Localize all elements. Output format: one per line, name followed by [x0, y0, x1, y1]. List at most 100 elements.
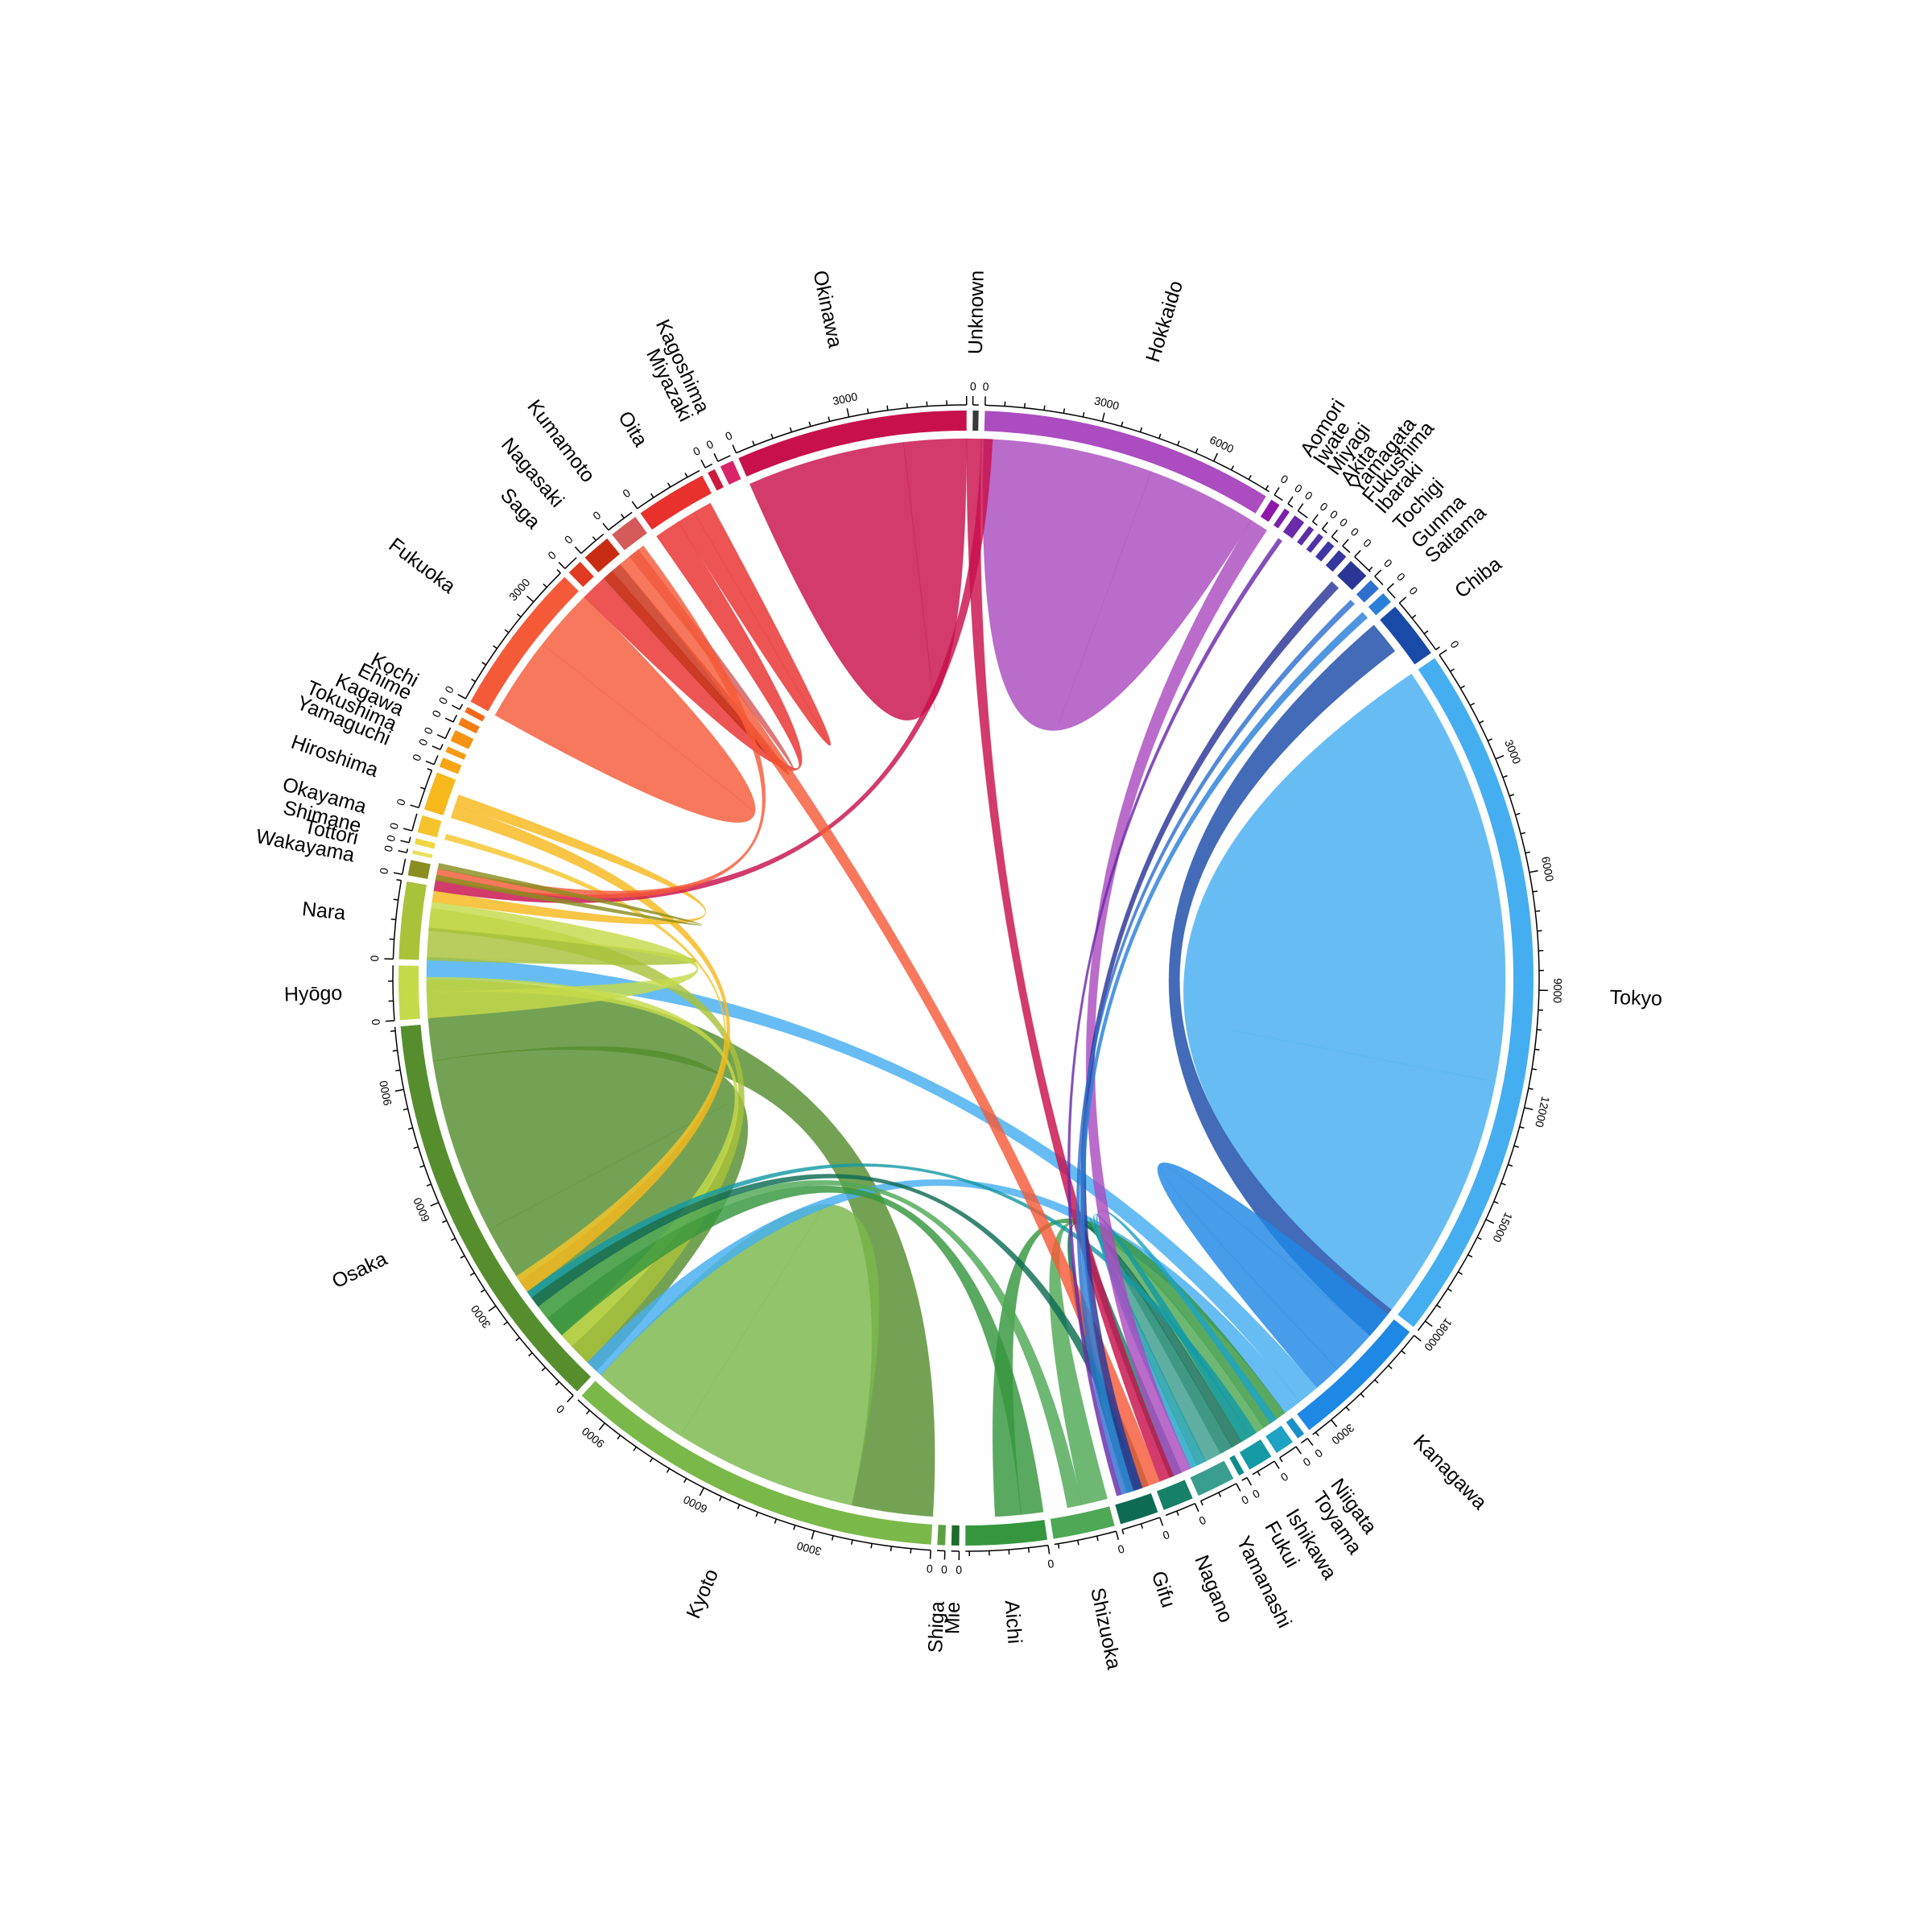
tick-mark — [395, 1069, 401, 1071]
segment-axis-gunma — [1374, 576, 1384, 586]
segment-axis-fukushima — [1331, 536, 1339, 543]
tick-mark — [1436, 1304, 1442, 1309]
tick-label: 0 — [436, 695, 451, 707]
tick-mark — [789, 427, 793, 432]
segment-arc-kumamoto — [612, 517, 647, 551]
tick-label: 6000 — [1208, 433, 1236, 456]
segment-arc-okinawa — [738, 411, 967, 477]
segment-arc-akita — [1297, 526, 1315, 546]
ribbon-hyogo-to-osaka — [426, 901, 699, 1019]
tick-mark — [1535, 910, 1541, 912]
tick-mark — [719, 1496, 722, 1501]
segment-label-mie: Mie — [941, 1602, 964, 1635]
ribbon-layer — [426, 438, 1506, 1517]
segment-axis-tokyo — [1417, 654, 1540, 1331]
tick-mark — [390, 919, 396, 921]
segment-label-osaka: Osaka — [328, 1247, 390, 1293]
tick-label: 0 — [1250, 1487, 1262, 1501]
tick-mark — [1082, 411, 1085, 418]
tick-label: 0 — [1381, 556, 1395, 570]
tick-mark — [1468, 1254, 1473, 1258]
segment-axis-okayama — [411, 813, 418, 832]
tick-mark — [555, 1381, 560, 1386]
segment-arc-chiba — [1380, 606, 1431, 665]
tick-mark — [1531, 1068, 1538, 1071]
segment-arc-kochi — [464, 707, 485, 722]
segment-arc-aomori — [1260, 499, 1280, 522]
ribbon-okinawa-to-tokyo — [966, 438, 1174, 1482]
tick-label: 0 — [1239, 1493, 1251, 1508]
tick-mark — [755, 1512, 759, 1517]
tick-mark — [1177, 440, 1180, 446]
tick-mark — [1459, 685, 1465, 689]
tick-mark — [1450, 668, 1455, 672]
segment-axis-kyoto — [577, 1399, 931, 1551]
segment-axis-fukui — [1241, 1476, 1248, 1481]
ribbon-tochigi-to-tokyo — [1080, 580, 1340, 1492]
tick-mark — [1435, 646, 1440, 650]
tick-mark — [515, 1337, 520, 1341]
tick-mark — [770, 433, 774, 439]
tick-mark — [1043, 405, 1046, 411]
tick-mark — [633, 1446, 638, 1451]
tick-label: 0 — [956, 1563, 962, 1576]
tick-mark — [666, 1468, 671, 1473]
segment-label-chiba: Chiba — [1451, 552, 1506, 602]
tick-mark — [828, 416, 831, 422]
tick-mark — [504, 629, 510, 634]
tick-mark — [1023, 402, 1026, 408]
segment-arc-gifu — [1115, 1492, 1158, 1525]
segment-label-nagano: Nagano — [1190, 1552, 1237, 1626]
tick-label: 0 — [387, 821, 402, 831]
tick-label: 0 — [410, 752, 424, 762]
segment-label-hokkaido: Hokkaido — [1141, 278, 1187, 365]
tick-mark — [906, 402, 908, 408]
tick-mark — [602, 522, 609, 531]
tick-label: 0 — [554, 1402, 568, 1416]
tick-mark — [1265, 485, 1269, 490]
segment-arc-nagasaki — [584, 538, 620, 573]
tick-mark — [811, 1530, 815, 1540]
tick-mark — [1218, 1492, 1222, 1497]
tick-mark — [567, 1395, 574, 1403]
tick-mark — [846, 408, 850, 418]
tick-label: 0 — [1300, 1455, 1313, 1469]
segment-axis-yamanashi — [1200, 1483, 1237, 1502]
tick-mark — [1487, 738, 1492, 741]
segment-arc-shimane — [414, 838, 436, 849]
tick-mark — [1121, 421, 1124, 427]
tick-mark — [1520, 832, 1526, 835]
segment-axis-kochi — [459, 704, 464, 710]
tick-mark — [481, 662, 487, 666]
segment-arc-wakayama — [407, 860, 431, 879]
tick-mark — [621, 514, 625, 519]
tick-mark — [457, 693, 466, 700]
segment-label-aichi: Aichi — [1001, 1600, 1026, 1645]
segment-layer — [384, 395, 1548, 1560]
ribbon-kumamoto-to-fukuoka — [602, 549, 795, 772]
tick-mark — [1274, 487, 1280, 496]
ribbon-wakayama-to-osaka — [435, 862, 703, 926]
tick-label: 0 — [941, 1563, 948, 1576]
tick-mark — [1502, 774, 1508, 778]
ribbon-aichi-to-tokyo — [992, 1218, 1286, 1517]
tick-mark — [866, 408, 869, 414]
tick-label: 3000 — [1093, 394, 1121, 412]
tick-mark — [1307, 1438, 1314, 1447]
tick-label: 0 — [377, 866, 390, 875]
segment-axis-oita — [637, 469, 700, 510]
tick-label: 0 — [1348, 525, 1362, 539]
tick-mark — [1096, 1535, 1099, 1542]
ribbon-fukuoka-to-tokyo — [619, 551, 1161, 1488]
tick-mark — [1194, 1503, 1199, 1513]
tick-label: 0 — [369, 1018, 382, 1026]
tick-mark — [402, 1108, 408, 1111]
segment-arc-yamaguchi — [439, 758, 462, 774]
tick-label: 12000 — [1533, 1095, 1552, 1129]
tick-mark — [427, 768, 432, 771]
tick-label: 9000 — [579, 1425, 606, 1451]
ribbon-hiroshima-to-osaka — [431, 794, 707, 925]
tick-label: 0 — [723, 428, 734, 443]
ribbon-chiba-to-tokyo — [1168, 624, 1396, 1336]
tick-label: 0 — [368, 955, 381, 962]
